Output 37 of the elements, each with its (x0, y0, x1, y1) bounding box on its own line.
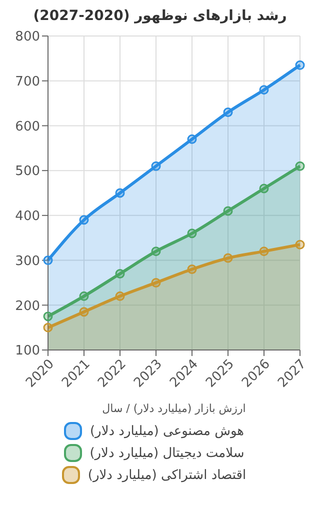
point (295, 240, 305, 250)
point (79, 307, 89, 317)
point (115, 268, 125, 278)
point (187, 264, 197, 274)
point (151, 161, 161, 171)
legend-label: هوش مصنوعی (میلیارد دلار) (90, 424, 244, 438)
y-tick-label: 100 (15, 344, 40, 359)
point (79, 291, 89, 301)
y-tick-label: 200 (15, 298, 40, 314)
point (115, 291, 125, 301)
point (79, 215, 89, 225)
y-tick-label: 600 (15, 119, 40, 134)
y-tick-label: 300 (15, 254, 40, 269)
point (259, 85, 269, 95)
point (223, 206, 233, 216)
point (187, 134, 197, 144)
point (223, 108, 233, 118)
point (151, 278, 161, 288)
y-tick-label: 700 (15, 74, 40, 90)
point (187, 228, 197, 238)
point (259, 246, 269, 256)
y-tick-label: 400 (15, 209, 40, 224)
legend-label: سلامت دیجیتال (میلیارد دلار) (90, 446, 244, 460)
chart-title: رشد بازارهای نوظهور (2020-2027) (32, 8, 288, 24)
y-tick-label: 800 (15, 30, 40, 45)
point (115, 188, 125, 198)
point (151, 246, 161, 256)
legend-label: اقتصاد اشتراکی (میلیارد دلار) (88, 468, 246, 482)
point (295, 161, 305, 171)
x-axis-title: ارزش بازار (میلیارد دلار) / سال (102, 402, 246, 415)
point (223, 253, 233, 263)
point (43, 322, 53, 332)
y-tick-label: 500 (15, 164, 40, 180)
point (295, 60, 305, 70)
point (259, 184, 269, 194)
point (43, 312, 53, 322)
point (43, 256, 53, 266)
